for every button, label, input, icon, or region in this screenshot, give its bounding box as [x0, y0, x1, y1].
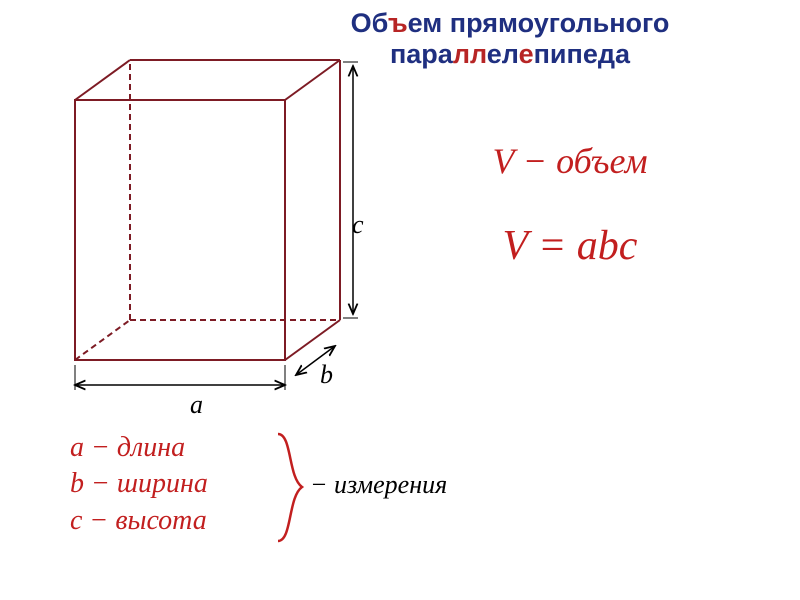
title-seg: лл [453, 39, 487, 69]
cuboid-diagram: a b c [60, 50, 380, 400]
def-b: b − ширина [70, 466, 208, 502]
title-seg: ъ [388, 8, 408, 38]
title-seg: ем прямоугольного [408, 8, 670, 38]
definitions-block: a − длина b − ширина c − высота [70, 430, 208, 539]
def-a: a − длина [70, 430, 208, 466]
formula-volume-label: V − объем [380, 140, 760, 182]
formula-block: V − объем V = abc [380, 140, 760, 270]
dim-label-a: a [190, 390, 203, 420]
title-seg: ел [487, 39, 519, 69]
dim-label-c: c [352, 210, 364, 240]
title-seg: пара [390, 39, 453, 69]
dim-label-b: b [320, 360, 333, 390]
title-seg: е [519, 39, 534, 69]
title-seg: пипеда [534, 39, 630, 69]
def-c: c − высота [70, 503, 208, 539]
brace-label: − измерения [310, 470, 447, 500]
formula-volume-equation: V = abc [380, 222, 760, 270]
brace-icon [270, 430, 310, 545]
title-seg: Об [351, 8, 388, 38]
